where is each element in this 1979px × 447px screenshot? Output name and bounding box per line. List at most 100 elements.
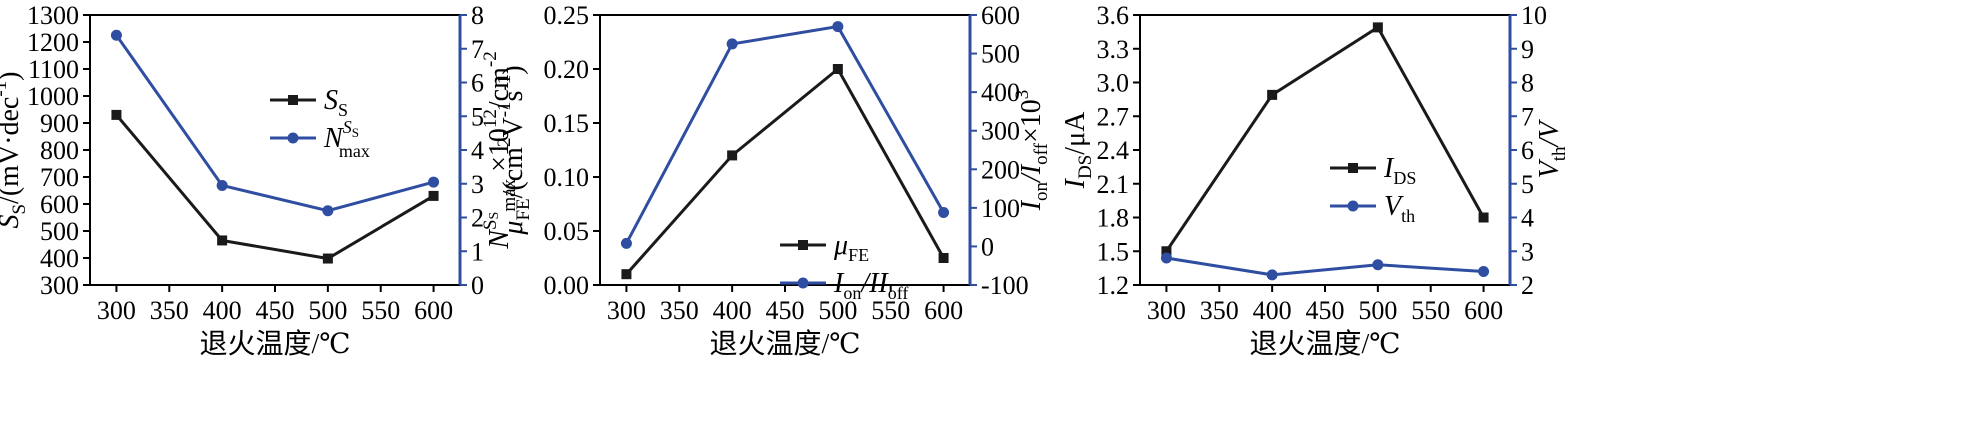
- y-left-tick-label: 1.8: [1097, 204, 1130, 233]
- y-left-tick-label: 0.10: [544, 163, 590, 192]
- y-left-tick-label: 2.7: [1097, 102, 1130, 131]
- y-left-tick-label: 400: [40, 244, 79, 273]
- chart-panel-2: 300 350 400 450 500 550 600 0.00 0.05 0.10 0.15 0.2…: [494, 1, 1052, 360]
- x-tick-label: 500: [308, 296, 347, 325]
- legend-label: NSS max: [323, 117, 370, 161]
- x-tick-label: 600: [924, 296, 963, 325]
- y-right-tick-label: 4: [471, 136, 484, 165]
- y-left-tick-label: 3.3: [1097, 35, 1130, 64]
- data-point-square: [1478, 212, 1489, 223]
- y-left-tick-label: 3.6: [1097, 1, 1130, 30]
- x-tick-label: 350: [660, 296, 699, 325]
- y-right-tick-label: 2: [471, 204, 484, 233]
- y-left-axis-label: IDS/μA: [1060, 111, 1096, 189]
- x-tick-label: 500: [818, 296, 857, 325]
- y-right-tick-label: 200: [981, 155, 1020, 184]
- data-point-circle: [428, 176, 440, 188]
- x-tick-label: 350: [150, 296, 189, 325]
- series-line-2: [625, 24, 945, 245]
- x-axis-label: 退火温度/℃: [709, 328, 860, 360]
- plot-frame: [1139, 14, 1511, 286]
- y-left-tick-label: 1000: [27, 82, 79, 111]
- y-right-tick-label: 400: [981, 78, 1020, 107]
- data-point-square: [428, 190, 439, 201]
- data-point-square: [727, 150, 738, 161]
- data-point-circle: [1266, 269, 1278, 281]
- data-point-circle: [216, 179, 228, 191]
- y-right-axis-label: NSSmax ×1012/cm-2: [480, 51, 520, 249]
- legend-marker-square: [1348, 163, 1358, 173]
- y-right-tick-label: 10: [1521, 1, 1547, 30]
- y-left-tick-label: 0.15: [544, 109, 590, 138]
- data-point-square: [621, 269, 632, 280]
- data-point-circle: [110, 29, 122, 41]
- y-left-tick-label: 3.0: [1097, 69, 1130, 98]
- legend-label: μFE: [833, 230, 869, 265]
- y-left-tick-label: 0.05: [544, 217, 590, 246]
- x-tick-label: 400: [203, 296, 242, 325]
- y-left-tick-label: 1200: [27, 28, 79, 57]
- x-tick-label: 600: [1464, 296, 1503, 325]
- y-right-tick-label: 4: [1521, 204, 1534, 233]
- data-point-square: [1372, 22, 1383, 33]
- y-left-tick-label: 0.00: [544, 271, 590, 300]
- data-point-square: [111, 109, 122, 120]
- data-point-circle: [620, 237, 632, 249]
- x-tick-label: 350: [1200, 296, 1239, 325]
- x-tick-label: 300: [1147, 296, 1186, 325]
- y-right-tick-label: 500: [981, 40, 1020, 69]
- y-right-tick-label: -100: [981, 271, 1029, 300]
- legend-label: IDS: [1383, 153, 1416, 188]
- x-tick-label: 500: [1358, 296, 1397, 325]
- series-line-1: [1165, 25, 1485, 253]
- y-right-tick-label: 3: [471, 170, 484, 199]
- data-point-circle: [726, 38, 738, 50]
- x-axis-label: 退火温度/℃: [1249, 328, 1400, 360]
- x-tick-label: 550: [871, 296, 910, 325]
- y-right-tick-label: 9: [1521, 35, 1534, 64]
- y-right-tick-label: 2: [1521, 271, 1534, 300]
- y-left-tick-label: 900: [40, 109, 79, 138]
- data-point-square: [217, 235, 228, 246]
- y-left-tick-label: 1300: [27, 1, 79, 30]
- data-point-circle: [1478, 266, 1490, 277]
- x-axis-label: 退火温度/℃: [199, 328, 350, 360]
- data-point-square: [1267, 89, 1278, 100]
- y-right-tick-label: 3: [1521, 237, 1534, 266]
- x-tick-label: 450: [766, 296, 805, 325]
- y-right-tick-label: 8: [471, 1, 484, 30]
- legend-label: Vth: [1384, 191, 1415, 226]
- y-left-tick-label: 2.4: [1097, 136, 1130, 165]
- data-point-circle: [322, 205, 334, 217]
- legend-marker-circle: [1347, 200, 1359, 212]
- y-left-tick-label: 0.20: [544, 55, 590, 84]
- y-left-axis-label: μFE/(cm2V-1s-1): [494, 65, 534, 235]
- data-point-square: [938, 253, 949, 263]
- y-right-tick-label: 5: [1521, 170, 1534, 199]
- y-right-tick-label: 600: [981, 1, 1020, 30]
- x-tick-label: 300: [607, 296, 646, 325]
- legend-marker-square: [798, 240, 808, 250]
- y-left-tick-label: 800: [40, 136, 79, 165]
- y-right-tick-label: 5: [471, 102, 484, 131]
- series-line-1: [625, 66, 945, 276]
- y-right-tick-label: 6: [471, 69, 484, 98]
- y-left-tick-label: 500: [40, 217, 79, 246]
- y-left-tick-label: 1100: [28, 55, 79, 84]
- series-line-1: [115, 113, 435, 261]
- x-tick-label: 450: [1306, 296, 1345, 325]
- x-tick-label: 400: [1253, 296, 1292, 325]
- series-line-2: [1166, 256, 1484, 277]
- x-tick-label: 300: [97, 296, 136, 325]
- x-tick-label: 600: [414, 296, 453, 325]
- data-point-circle: [832, 21, 844, 33]
- y-right-tick-label: 0: [981, 232, 994, 261]
- data-point-circle: [938, 206, 950, 218]
- data-point-square: [322, 253, 333, 264]
- data-point-square: [1161, 246, 1172, 257]
- data-point-circle: [1160, 252, 1172, 264]
